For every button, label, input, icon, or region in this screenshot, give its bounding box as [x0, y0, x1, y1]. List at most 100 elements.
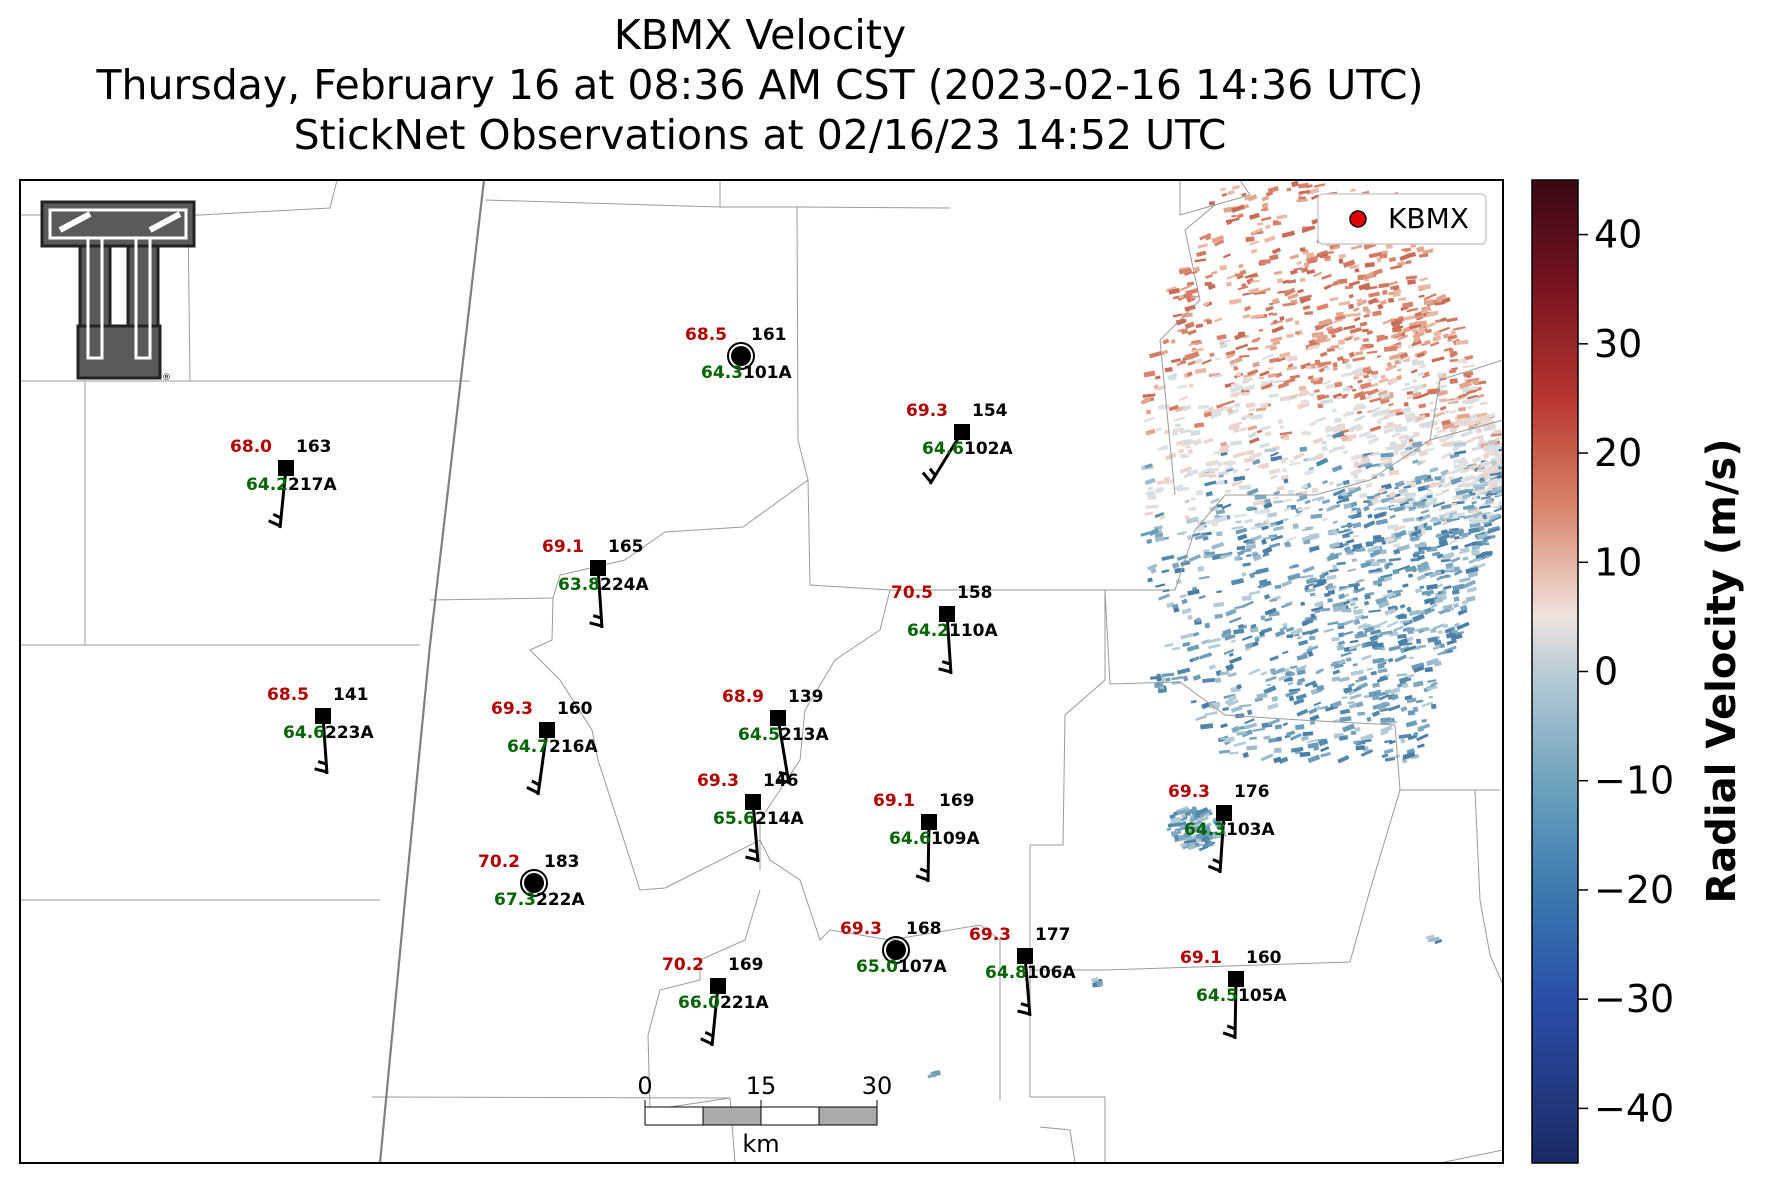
station-id: 214A	[755, 809, 804, 829]
station-id: 101A	[743, 363, 792, 383]
station-wind-direction: 160	[557, 699, 593, 719]
station-calm-marker-icon	[524, 873, 544, 893]
wind-barb-flag	[592, 614, 602, 620]
colorbar-axis-label: Radial Velocity (m/s)	[1699, 438, 1745, 903]
station-temperature: 68.5	[267, 685, 309, 705]
station-216A: 69.3 160 64.7 216A	[491, 699, 598, 796]
station-109A: 69.1 169 64.6 109A	[873, 791, 980, 883]
station-id: 106A	[1027, 963, 1076, 983]
scale-label-0: 0	[637, 1072, 652, 1100]
scale-unit-label: km	[742, 1130, 779, 1158]
station-calm-ring-icon	[520, 869, 548, 897]
station-marker-icon	[710, 978, 726, 994]
station-marker-icon	[1228, 971, 1244, 987]
station-temperature: 68.9	[722, 687, 764, 707]
station-224A: 69.1 165 63.8 224A	[542, 537, 649, 629]
station-id: 105A	[1238, 986, 1287, 1006]
station-dewpoint: 64.2	[907, 621, 949, 641]
station-temperature: 70.2	[662, 955, 704, 975]
station-temperature: 69.1	[873, 791, 915, 811]
station-dewpoint: 63.8	[558, 575, 600, 595]
scale-bar: 0 15 30 km	[637, 1072, 892, 1158]
colorbar-tick-label: 20	[1594, 431, 1642, 475]
station-temperature: 70.2	[478, 852, 520, 872]
station-101A: 68.5 161 64.3 101A	[685, 325, 792, 383]
station-id: 109A	[931, 829, 980, 849]
station-marker-icon	[539, 722, 555, 738]
station-wind-direction: 165	[608, 537, 644, 557]
colorbar-tick-label: 30	[1594, 322, 1642, 366]
station-wind-direction: 141	[333, 685, 369, 705]
station-temperature: 69.3	[969, 925, 1011, 945]
colorbar-tick-label: 40	[1594, 213, 1642, 257]
wind-barb-flag	[941, 660, 951, 666]
wind-barb-flag	[1226, 1024, 1236, 1031]
colorbar-tick-label: −20	[1594, 868, 1674, 912]
title-observations: StickNet Observations at 02/16/23 14:52 …	[293, 111, 1227, 159]
station-id: 102A	[964, 439, 1013, 459]
wind-barb-flag	[938, 667, 952, 674]
station-id: 221A	[720, 993, 769, 1013]
station-temperature: 69.1	[1180, 948, 1222, 968]
station-223A: 68.5 141 64.6 223A	[267, 685, 374, 775]
station-dewpoint: 64.8	[985, 963, 1027, 983]
station-id: 224A	[600, 575, 649, 595]
legend-marker-icon	[1349, 210, 1367, 228]
colorbar-tick-label: −40	[1594, 1086, 1674, 1130]
station-temperature: 69.3	[840, 919, 882, 939]
wind-barb-flag	[272, 512, 282, 520]
station-calm-ring-icon	[882, 936, 910, 964]
station-wind-direction: 169	[939, 791, 975, 811]
station-dewpoint: 66.0	[678, 993, 720, 1013]
station-temperature: 68.0	[230, 437, 272, 457]
texas-tech-logo: ®	[40, 200, 196, 383]
station-dewpoint: 65.0	[856, 957, 898, 977]
county-boundaries	[20, 180, 1503, 1163]
wind-barb-flag	[317, 760, 327, 766]
station-105A: 69.1 160 64.5 105A	[1180, 948, 1287, 1040]
wind-barb-staff	[321, 715, 329, 775]
wind-barb-flag	[526, 786, 539, 795]
wind-barb-flag	[775, 778, 789, 784]
title-datetime: Thursday, February 16 at 08:36 AM CST (2…	[96, 61, 1424, 109]
wind-barb-flag	[268, 519, 281, 528]
station-id: 216A	[549, 737, 598, 757]
wind-barb-flag	[1017, 1009, 1031, 1016]
station-marker-icon	[590, 560, 606, 576]
station-dewpoint: 64.5	[738, 725, 780, 745]
station-dewpoint: 64.3	[701, 363, 743, 383]
scale-label-30: 30	[862, 1072, 893, 1100]
wind-barb-flag	[700, 1037, 713, 1046]
station-214A: 69.3 146 65.6 214A	[697, 771, 804, 863]
station-id: 110A	[949, 621, 998, 641]
station-temperature: 68.5	[685, 325, 727, 345]
svg-text:®: ®	[162, 373, 171, 383]
wind-barb-flag	[531, 779, 541, 787]
station-id: 103A	[1226, 820, 1275, 840]
station-calm-marker-icon	[731, 346, 751, 366]
station-102A: 69.3 154 64.6 102A	[906, 401, 1013, 485]
station-id: 217A	[288, 475, 337, 495]
colorbar-tick-label: −30	[1594, 977, 1674, 1021]
station-dewpoint: 64.7	[507, 737, 549, 757]
wind-barb-flag	[748, 848, 758, 854]
station-wind-direction: 168	[906, 919, 942, 939]
station-221A: 70.2 169 66.0 221A	[662, 955, 769, 1047]
wind-barb-flag	[1207, 864, 1221, 873]
wind-barb-flag	[745, 855, 759, 862]
station-dewpoint: 64.6	[889, 829, 931, 849]
station-marker-icon	[278, 460, 294, 476]
wind-barb-flag	[1020, 1002, 1030, 1008]
map-frame	[19, 179, 1504, 1164]
wind-barb-flag	[314, 767, 328, 774]
station-calm-ring-icon	[727, 342, 755, 370]
station-106A: 69.3 177 64.8 106A	[969, 925, 1076, 1017]
station-dewpoint: 64.3	[1184, 820, 1226, 840]
wind-barb-flag	[928, 467, 937, 477]
station-dewpoint: 67.3	[494, 890, 536, 910]
station-wind-direction: 177	[1035, 925, 1071, 945]
station-103A: 69.3 176 64.3 103A	[1168, 782, 1275, 874]
station-marker-icon	[1216, 805, 1232, 821]
